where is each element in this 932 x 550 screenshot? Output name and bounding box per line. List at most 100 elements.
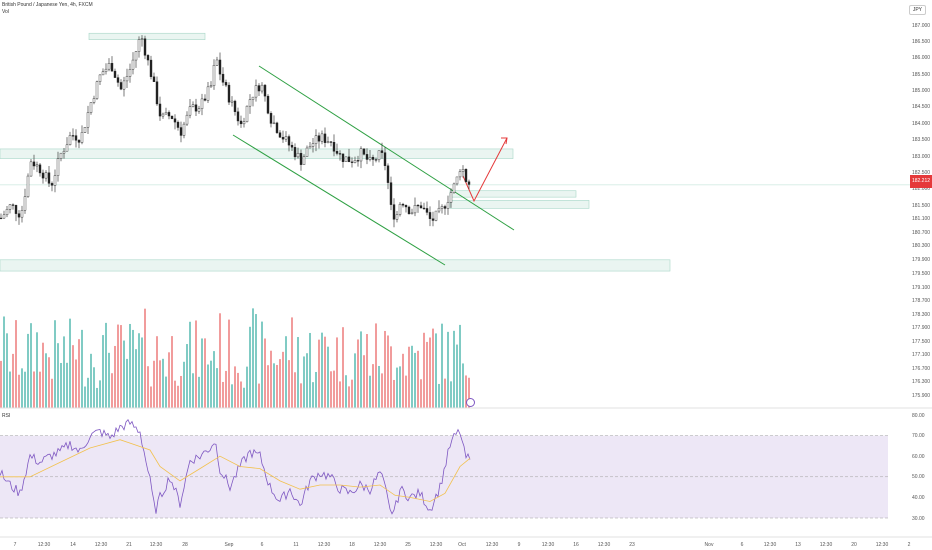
volume-bar: [105, 322, 107, 408]
volume-bar: [345, 375, 347, 408]
volume-bar: [366, 334, 368, 408]
candle-body: [62, 150, 66, 154]
candle-body: [170, 115, 174, 119]
candle-body: [215, 59, 219, 66]
candle-layer: [0, 35, 471, 228]
candle-body: [164, 112, 168, 115]
candle-body: [152, 76, 156, 82]
candle-body: [212, 65, 216, 86]
volume-bar: [96, 387, 98, 408]
candle-body: [320, 133, 324, 142]
volume-bar: [219, 313, 221, 408]
volume-bar: [6, 333, 8, 408]
rsi-label: RSI: [2, 413, 11, 419]
symbol-title: British Pound / Japanese Yen, 4h, FXCM: [2, 2, 93, 8]
candle-body: [371, 156, 375, 160]
time-tick-label: 12:30: [876, 542, 889, 548]
candle-body: [56, 158, 60, 176]
volume-bar: [324, 336, 326, 408]
volume-bar: [75, 359, 77, 408]
candle-body: [464, 169, 468, 182]
candle-body: [200, 98, 204, 109]
volume-bar: [429, 337, 431, 408]
candle-body: [407, 206, 411, 215]
support-resistance-zone: [0, 148, 514, 159]
candle-body: [266, 95, 270, 114]
volume-bar: [450, 381, 452, 408]
candle-body: [53, 175, 57, 186]
candle-body: [134, 51, 138, 61]
candle-body: [26, 175, 30, 197]
candle-body: [263, 84, 267, 97]
candle-body: [356, 160, 360, 162]
volume-bar: [123, 340, 125, 408]
volume-bar: [171, 336, 173, 408]
volume-bar: [420, 379, 422, 408]
candle-body: [350, 161, 354, 163]
volume-layer: [0, 308, 470, 408]
volume-bar: [48, 357, 50, 408]
volume-bar: [252, 308, 254, 408]
candle-body: [140, 38, 144, 40]
candle-body: [179, 127, 183, 136]
candle-body: [29, 161, 33, 177]
volume-bar: [0, 360, 2, 408]
volume-bar: [12, 353, 14, 408]
volume-bar: [114, 345, 116, 408]
volume-bar: [21, 368, 23, 408]
volume-bar: [291, 317, 293, 408]
volume-bar: [153, 360, 155, 408]
candle-body: [449, 192, 453, 203]
candle-body: [149, 59, 153, 77]
candle-body: [434, 210, 438, 221]
candle-body: [467, 181, 471, 185]
candle-body: [332, 142, 336, 152]
price-tick-label: 176.300: [912, 379, 930, 385]
time-tick-label: 12:30: [430, 542, 443, 548]
volume-bar: [258, 383, 260, 408]
price-tick-label: 177.100: [912, 352, 930, 358]
candle-body: [50, 183, 54, 186]
candle-body: [68, 135, 72, 146]
settings-circle-icon[interactable]: [466, 398, 475, 407]
volume-bar: [189, 321, 191, 408]
candle-body: [398, 203, 402, 215]
time-axis[interactable]: 7 12:30 14 12:30 21 12:30 28 Sep 6 11 12:30 18 12:30…: [0, 536, 932, 548]
candle-body: [296, 152, 300, 158]
candle-body: [185, 114, 189, 125]
candle-body: [122, 80, 126, 90]
channel-upper-line: [258, 65, 515, 231]
volume-bar: [348, 386, 350, 408]
candle-body: [437, 207, 441, 212]
candle-body: [20, 210, 24, 218]
volume-bar: [234, 366, 236, 408]
candle-body: [110, 63, 114, 72]
candle-body: [17, 213, 21, 218]
rsi-tick-label: 60.00: [912, 454, 925, 460]
rsi-tick-label: 80.00: [912, 413, 925, 419]
volume-bar: [255, 314, 257, 408]
volume-bar: [195, 320, 197, 408]
candle-body: [365, 154, 369, 160]
time-tick-label: 12:30: [486, 542, 499, 548]
volume-bar: [339, 381, 341, 408]
time-tick-label: 16: [573, 542, 579, 548]
time-tick-label: 12:30: [820, 542, 833, 548]
volume-bar: [315, 371, 317, 408]
candle-body: [182, 123, 186, 136]
currency-button[interactable]: JPY: [908, 5, 926, 15]
volume-bar: [15, 320, 17, 408]
candle-body: [11, 204, 15, 206]
volume-bar: [264, 338, 266, 408]
volume-bar: [279, 359, 281, 408]
volume-bar: [246, 366, 248, 408]
volume-bar: [453, 330, 455, 408]
volume-bar: [351, 379, 353, 408]
candle-body: [338, 153, 342, 155]
volume-bar: [261, 321, 263, 408]
candle-body: [218, 59, 222, 75]
price-axis[interactable]: 187.000 186.500 186.000 185.500 185.000 184.5…: [912, 23, 930, 522]
volume-bar: [180, 375, 182, 408]
time-tick-label: 9: [518, 542, 521, 548]
